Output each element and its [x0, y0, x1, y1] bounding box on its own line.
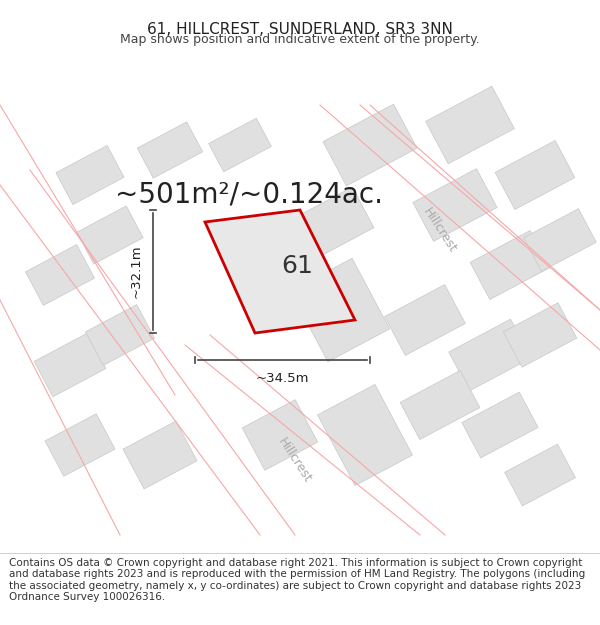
Polygon shape	[495, 141, 575, 209]
Polygon shape	[317, 384, 412, 486]
Polygon shape	[524, 209, 596, 271]
Polygon shape	[85, 304, 155, 366]
Text: 61, HILLCREST, SUNDERLAND, SR3 3NN: 61, HILLCREST, SUNDERLAND, SR3 3NN	[147, 22, 453, 37]
Polygon shape	[242, 400, 318, 470]
Polygon shape	[45, 414, 115, 476]
Polygon shape	[25, 244, 95, 306]
Text: Contains OS data © Crown copyright and database right 2021. This information is : Contains OS data © Crown copyright and d…	[9, 558, 585, 602]
Text: ~501m²/~0.124ac.: ~501m²/~0.124ac.	[115, 181, 383, 209]
Text: ~32.1m: ~32.1m	[130, 244, 143, 298]
Text: Hillcrest: Hillcrest	[421, 205, 460, 255]
Polygon shape	[425, 86, 514, 164]
Text: 61: 61	[281, 254, 313, 278]
Polygon shape	[503, 302, 577, 368]
Polygon shape	[400, 371, 480, 439]
Polygon shape	[470, 231, 550, 299]
Polygon shape	[462, 392, 538, 458]
Polygon shape	[209, 118, 271, 172]
Polygon shape	[290, 258, 389, 362]
Polygon shape	[56, 146, 124, 204]
Polygon shape	[449, 319, 531, 391]
Polygon shape	[505, 444, 575, 506]
Polygon shape	[34, 333, 106, 397]
Polygon shape	[286, 187, 374, 263]
Polygon shape	[385, 284, 466, 356]
Polygon shape	[413, 169, 497, 241]
Polygon shape	[137, 122, 203, 178]
Text: Map shows position and indicative extent of the property.: Map shows position and indicative extent…	[120, 32, 480, 46]
Text: Hillcrest: Hillcrest	[275, 435, 314, 485]
Polygon shape	[123, 421, 197, 489]
Polygon shape	[323, 104, 417, 186]
Text: ~34.5m: ~34.5m	[256, 372, 309, 385]
Polygon shape	[77, 206, 143, 264]
Polygon shape	[205, 210, 355, 333]
